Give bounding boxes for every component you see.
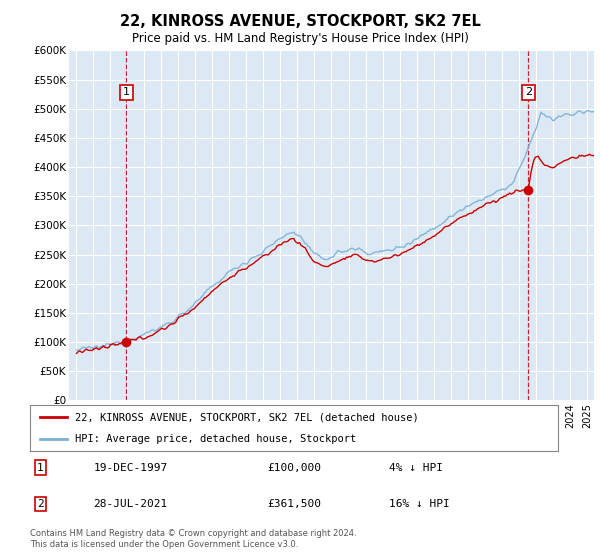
Text: 16% ↓ HPI: 16% ↓ HPI bbox=[389, 499, 450, 509]
Text: 2: 2 bbox=[524, 87, 532, 97]
Text: 2: 2 bbox=[37, 499, 44, 509]
Text: 4% ↓ HPI: 4% ↓ HPI bbox=[389, 463, 443, 473]
Text: 22, KINROSS AVENUE, STOCKPORT, SK2 7EL (detached house): 22, KINROSS AVENUE, STOCKPORT, SK2 7EL (… bbox=[75, 412, 419, 422]
Text: 22, KINROSS AVENUE, STOCKPORT, SK2 7EL: 22, KINROSS AVENUE, STOCKPORT, SK2 7EL bbox=[119, 14, 481, 29]
Text: 28-JUL-2021: 28-JUL-2021 bbox=[94, 499, 167, 509]
Text: £361,500: £361,500 bbox=[268, 499, 322, 509]
Text: £100,000: £100,000 bbox=[268, 463, 322, 473]
Text: 1: 1 bbox=[37, 463, 44, 473]
Text: Contains HM Land Registry data © Crown copyright and database right 2024.
This d: Contains HM Land Registry data © Crown c… bbox=[30, 529, 356, 549]
Text: Price paid vs. HM Land Registry's House Price Index (HPI): Price paid vs. HM Land Registry's House … bbox=[131, 32, 469, 45]
Text: HPI: Average price, detached house, Stockport: HPI: Average price, detached house, Stoc… bbox=[75, 435, 356, 444]
Text: 1: 1 bbox=[123, 87, 130, 97]
Text: 19-DEC-1997: 19-DEC-1997 bbox=[94, 463, 167, 473]
